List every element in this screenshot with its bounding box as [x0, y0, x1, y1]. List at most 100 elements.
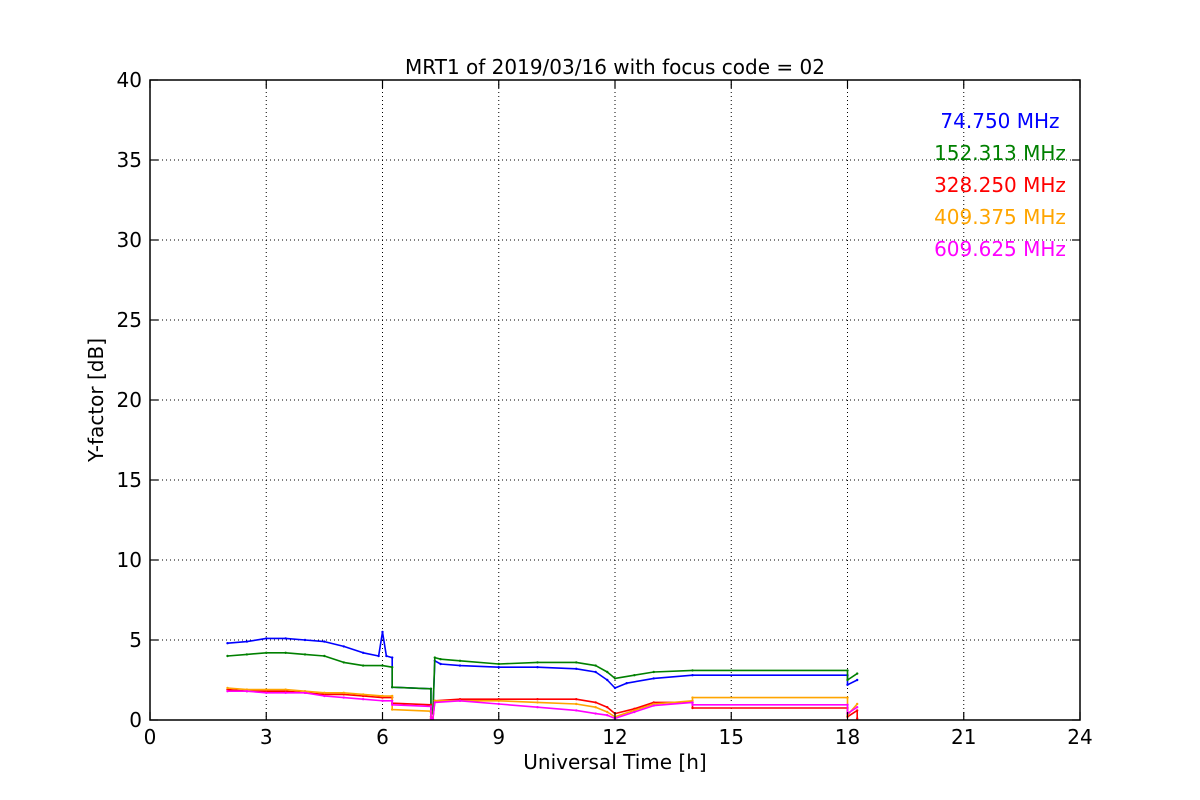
series-point	[284, 651, 287, 654]
series-point	[381, 630, 384, 634]
series-point	[855, 709, 859, 712]
series-point	[846, 669, 849, 672]
grid-layer	[150, 80, 1080, 720]
series-line-3	[227, 687, 858, 720]
x-tick-label: 21	[951, 725, 976, 749]
series-point	[390, 694, 394, 698]
series-point	[691, 696, 694, 699]
series-point	[575, 667, 578, 670]
series-point	[265, 637, 268, 640]
series-point	[652, 670, 655, 674]
series-point	[855, 678, 859, 682]
series-point	[691, 703, 694, 706]
series-point	[390, 699, 394, 702]
series-point	[342, 696, 345, 699]
series-point	[429, 705, 433, 708]
series-point	[390, 703, 394, 706]
series-point	[594, 670, 597, 674]
series-point	[594, 701, 597, 704]
series-point	[594, 664, 597, 667]
series-point	[361, 693, 365, 696]
series-point	[385, 654, 388, 658]
series-point	[342, 691, 345, 694]
series-point	[377, 654, 380, 658]
series-point	[606, 710, 609, 714]
series-point	[691, 669, 694, 672]
legend-entry-4: 609.625 MHz	[934, 237, 1066, 261]
x-tick-label: 0	[144, 725, 157, 749]
series-point	[245, 653, 249, 656]
series-point	[536, 698, 539, 701]
series-layer	[226, 630, 859, 720]
series-point	[846, 703, 849, 706]
series-point	[433, 656, 437, 659]
series-point	[323, 640, 326, 643]
series-point	[855, 702, 859, 706]
x-tick-label: 18	[835, 725, 860, 749]
series-point	[536, 666, 539, 669]
series-point	[323, 654, 326, 658]
series-point	[613, 677, 617, 680]
series-point	[381, 694, 384, 698]
series-point	[458, 699, 462, 702]
series-point	[439, 662, 442, 666]
series-point	[613, 686, 617, 690]
series-point	[390, 656, 394, 659]
series-point	[439, 658, 442, 661]
series-point	[303, 691, 307, 694]
series-point	[390, 708, 394, 711]
series-point	[361, 651, 365, 654]
series-point	[594, 712, 597, 715]
series-point	[303, 638, 307, 642]
x-tick-label: 9	[492, 725, 505, 749]
y-tick-label: 10	[117, 548, 142, 572]
series-point	[265, 651, 268, 654]
series-point	[536, 706, 539, 709]
legend: 74.750 MHz 152.313 MHz 328.250 MHz 409.375 …	[934, 109, 1066, 261]
series-point	[226, 690, 229, 693]
series-point	[226, 686, 229, 690]
series-point	[303, 653, 307, 656]
tick-layer: 0 3 6 9 12 15 18 21 24 0 5 10 15 20 25 30 35 40	[117, 68, 1093, 749]
x-tick-label: 12	[602, 725, 627, 749]
series-point	[855, 706, 859, 709]
series-point	[265, 688, 268, 691]
series-point	[846, 696, 849, 699]
y-tick-label: 35	[117, 148, 142, 172]
series-point	[342, 661, 345, 664]
series-point	[361, 698, 365, 701]
series-point	[245, 690, 249, 693]
series-point	[691, 701, 694, 704]
x-tick-label: 3	[260, 725, 273, 749]
series-point	[226, 654, 229, 658]
series-point	[652, 704, 655, 707]
series-point	[458, 659, 462, 662]
series-point	[575, 709, 578, 712]
series-point	[497, 699, 500, 702]
chart-title: MRT1 of 2019/03/16 with focus code = 02	[405, 55, 825, 79]
series-point	[633, 710, 636, 714]
series-point	[284, 691, 287, 694]
series-point	[846, 683, 849, 686]
series-point	[265, 691, 268, 694]
series-point	[284, 637, 287, 640]
series-line-4	[227, 690, 858, 720]
series-point	[606, 714, 609, 717]
series-point	[245, 640, 249, 643]
series-point	[606, 678, 609, 682]
y-tick-label: 20	[117, 388, 142, 412]
series-point	[594, 706, 597, 709]
series-point	[536, 701, 539, 704]
y-tick-label: 25	[117, 308, 142, 332]
series-point	[855, 672, 859, 675]
series-point	[575, 698, 578, 701]
series-point	[606, 670, 609, 674]
y-tick-label: 15	[117, 468, 142, 492]
series-point	[429, 717, 433, 720]
series-point	[226, 642, 229, 645]
series-point	[497, 702, 500, 706]
legend-entry-3: 409.375 MHz	[934, 205, 1066, 229]
x-tick-label: 6	[376, 725, 389, 749]
y-tick-label: 0	[129, 708, 142, 732]
